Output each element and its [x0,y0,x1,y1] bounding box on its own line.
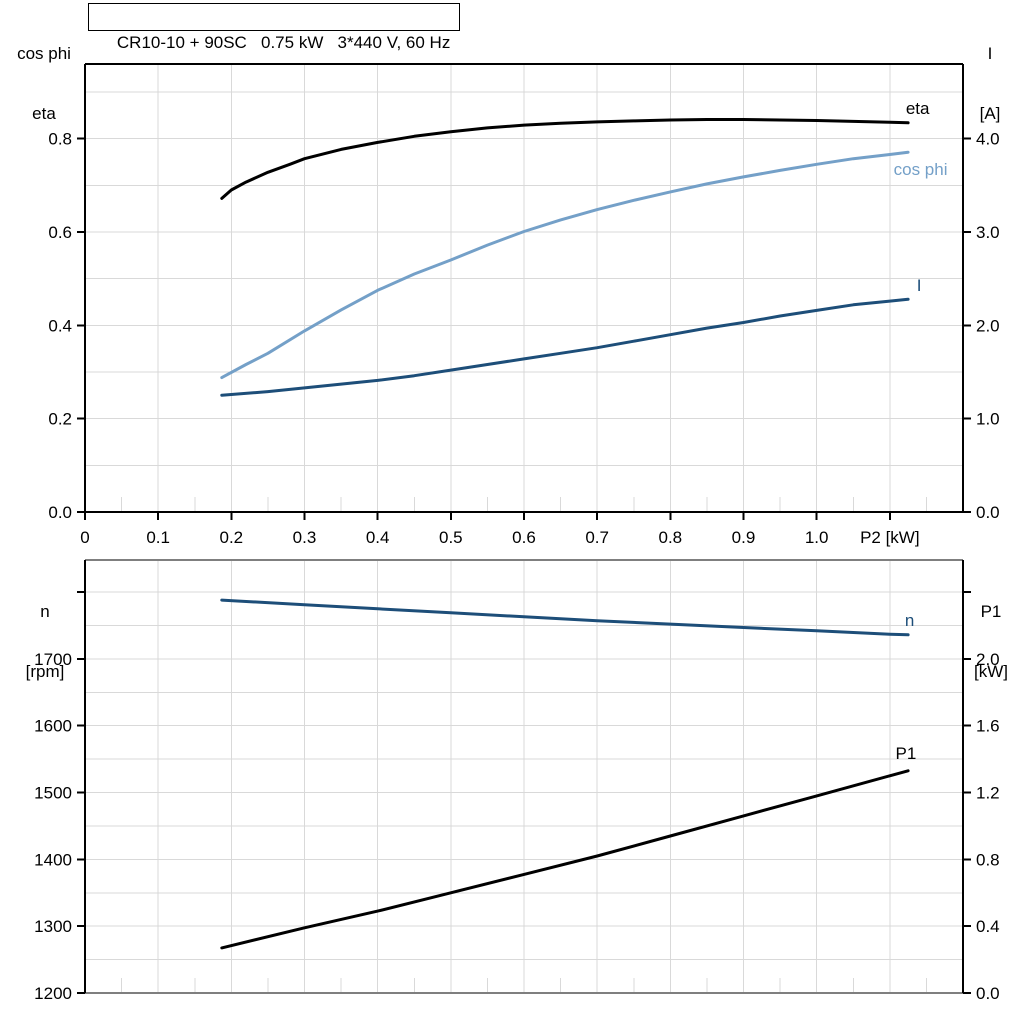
axis-tick-label: 0.7 [585,528,609,547]
curve-label-i: I [917,276,922,295]
curve-label-n: n [905,611,914,630]
axis-title-line: [rpm] [25,662,65,681]
axis-tick-label: 3.0 [976,223,1000,242]
axis-tick-label: 0.3 [293,528,317,547]
chart-title: CR10-10 + 90SC 0.75 kW 3*440 V, 60 Hz [116,33,451,52]
curve-n [220,598,910,637]
axis-title-line: [kW] [974,662,1008,681]
axis-tick-label: P2 [kW] [860,528,920,547]
axis-title-line: eta [32,104,56,123]
curve-p1 [220,769,910,950]
axis-tick-label: 0.2 [220,528,244,547]
chart-title-box: CR10-10 + 90SC 0.75 kW 3*440 V, 60 Hz [88,3,461,52]
axis-tick-label: 0.0 [976,984,1000,1003]
curve-cos-phi [220,150,910,380]
axis-title-line: P1 [980,602,1002,621]
axis-tick-label: 0.5 [439,528,463,547]
axis-tick-label: 0.8 [976,850,1000,869]
axis-title-line: n [40,602,50,621]
curve-i [220,297,910,397]
axis-title-line: I [987,44,993,63]
bottom-right-axis-title: P1 [kW] [959,562,1023,722]
axis-tick-label: 1.0 [976,410,1000,429]
axis-tick-label: 0.4 [976,917,1000,936]
axis-tick-label: 0.6 [512,528,536,547]
top-chart: 0 0.1 0.2 0.3 0.4 0.5 0.6 0.7 0.8 0.9 1.0 P2 [kW] 0.… [48,63,1000,547]
axis-tick-label: 0.0 [976,503,1000,522]
top-left-axis-title: cos phi eta [0,4,88,164]
axis-tick-label: 0.4 [48,316,72,335]
axis-tick-label: 1400 [34,850,72,869]
axis-tick-label: 0.8 [48,130,72,149]
axis-tick-label: 1200 [34,984,72,1003]
curve-label-p1: P1 [896,744,917,763]
axis-tick-label: 0.2 [48,410,72,429]
axis-tick-label: 1.2 [976,784,1000,803]
axis-title-line: [A] [979,104,1001,123]
bottom-chart: 1200 1300 1400 1500 1600 1700 0.0 0.4 0.8 1.2 1.6 2… [34,559,1000,1003]
top-right-axis-title: I [A] [958,4,1022,164]
axis-tick-label: 0.4 [366,528,390,547]
axis-tick-label: 1.6 [976,717,1000,736]
axis-tick-label: 0.6 [48,223,72,242]
axis-title-line: cos phi [17,44,71,63]
curve-label-cos-phi: cos phi [894,160,948,179]
axis-tick-label: 0.9 [732,528,756,547]
axis-tick-label: 2.0 [976,316,1000,335]
curve-eta [220,118,910,200]
axis-tick-label: 1600 [34,717,72,736]
axis-tick-label: 4.0 [976,130,1000,149]
axis-tick-label: 2.0 [976,650,1000,669]
axis-tick-label: 0.8 [659,528,683,547]
curve-label-eta: eta [906,99,930,118]
axis-tick-label: 1.0 [805,528,829,547]
axis-tick-label: 0.0 [48,503,72,522]
axis-tick-label: 1700 [34,650,72,669]
bottom-left-axis-title: n [rpm] [0,562,90,722]
axis-tick-label: 0 [80,528,89,547]
axis-tick-label: 1500 [34,784,72,803]
axis-tick-label: 0.1 [146,528,170,547]
axis-tick-label: 1300 [34,917,72,936]
